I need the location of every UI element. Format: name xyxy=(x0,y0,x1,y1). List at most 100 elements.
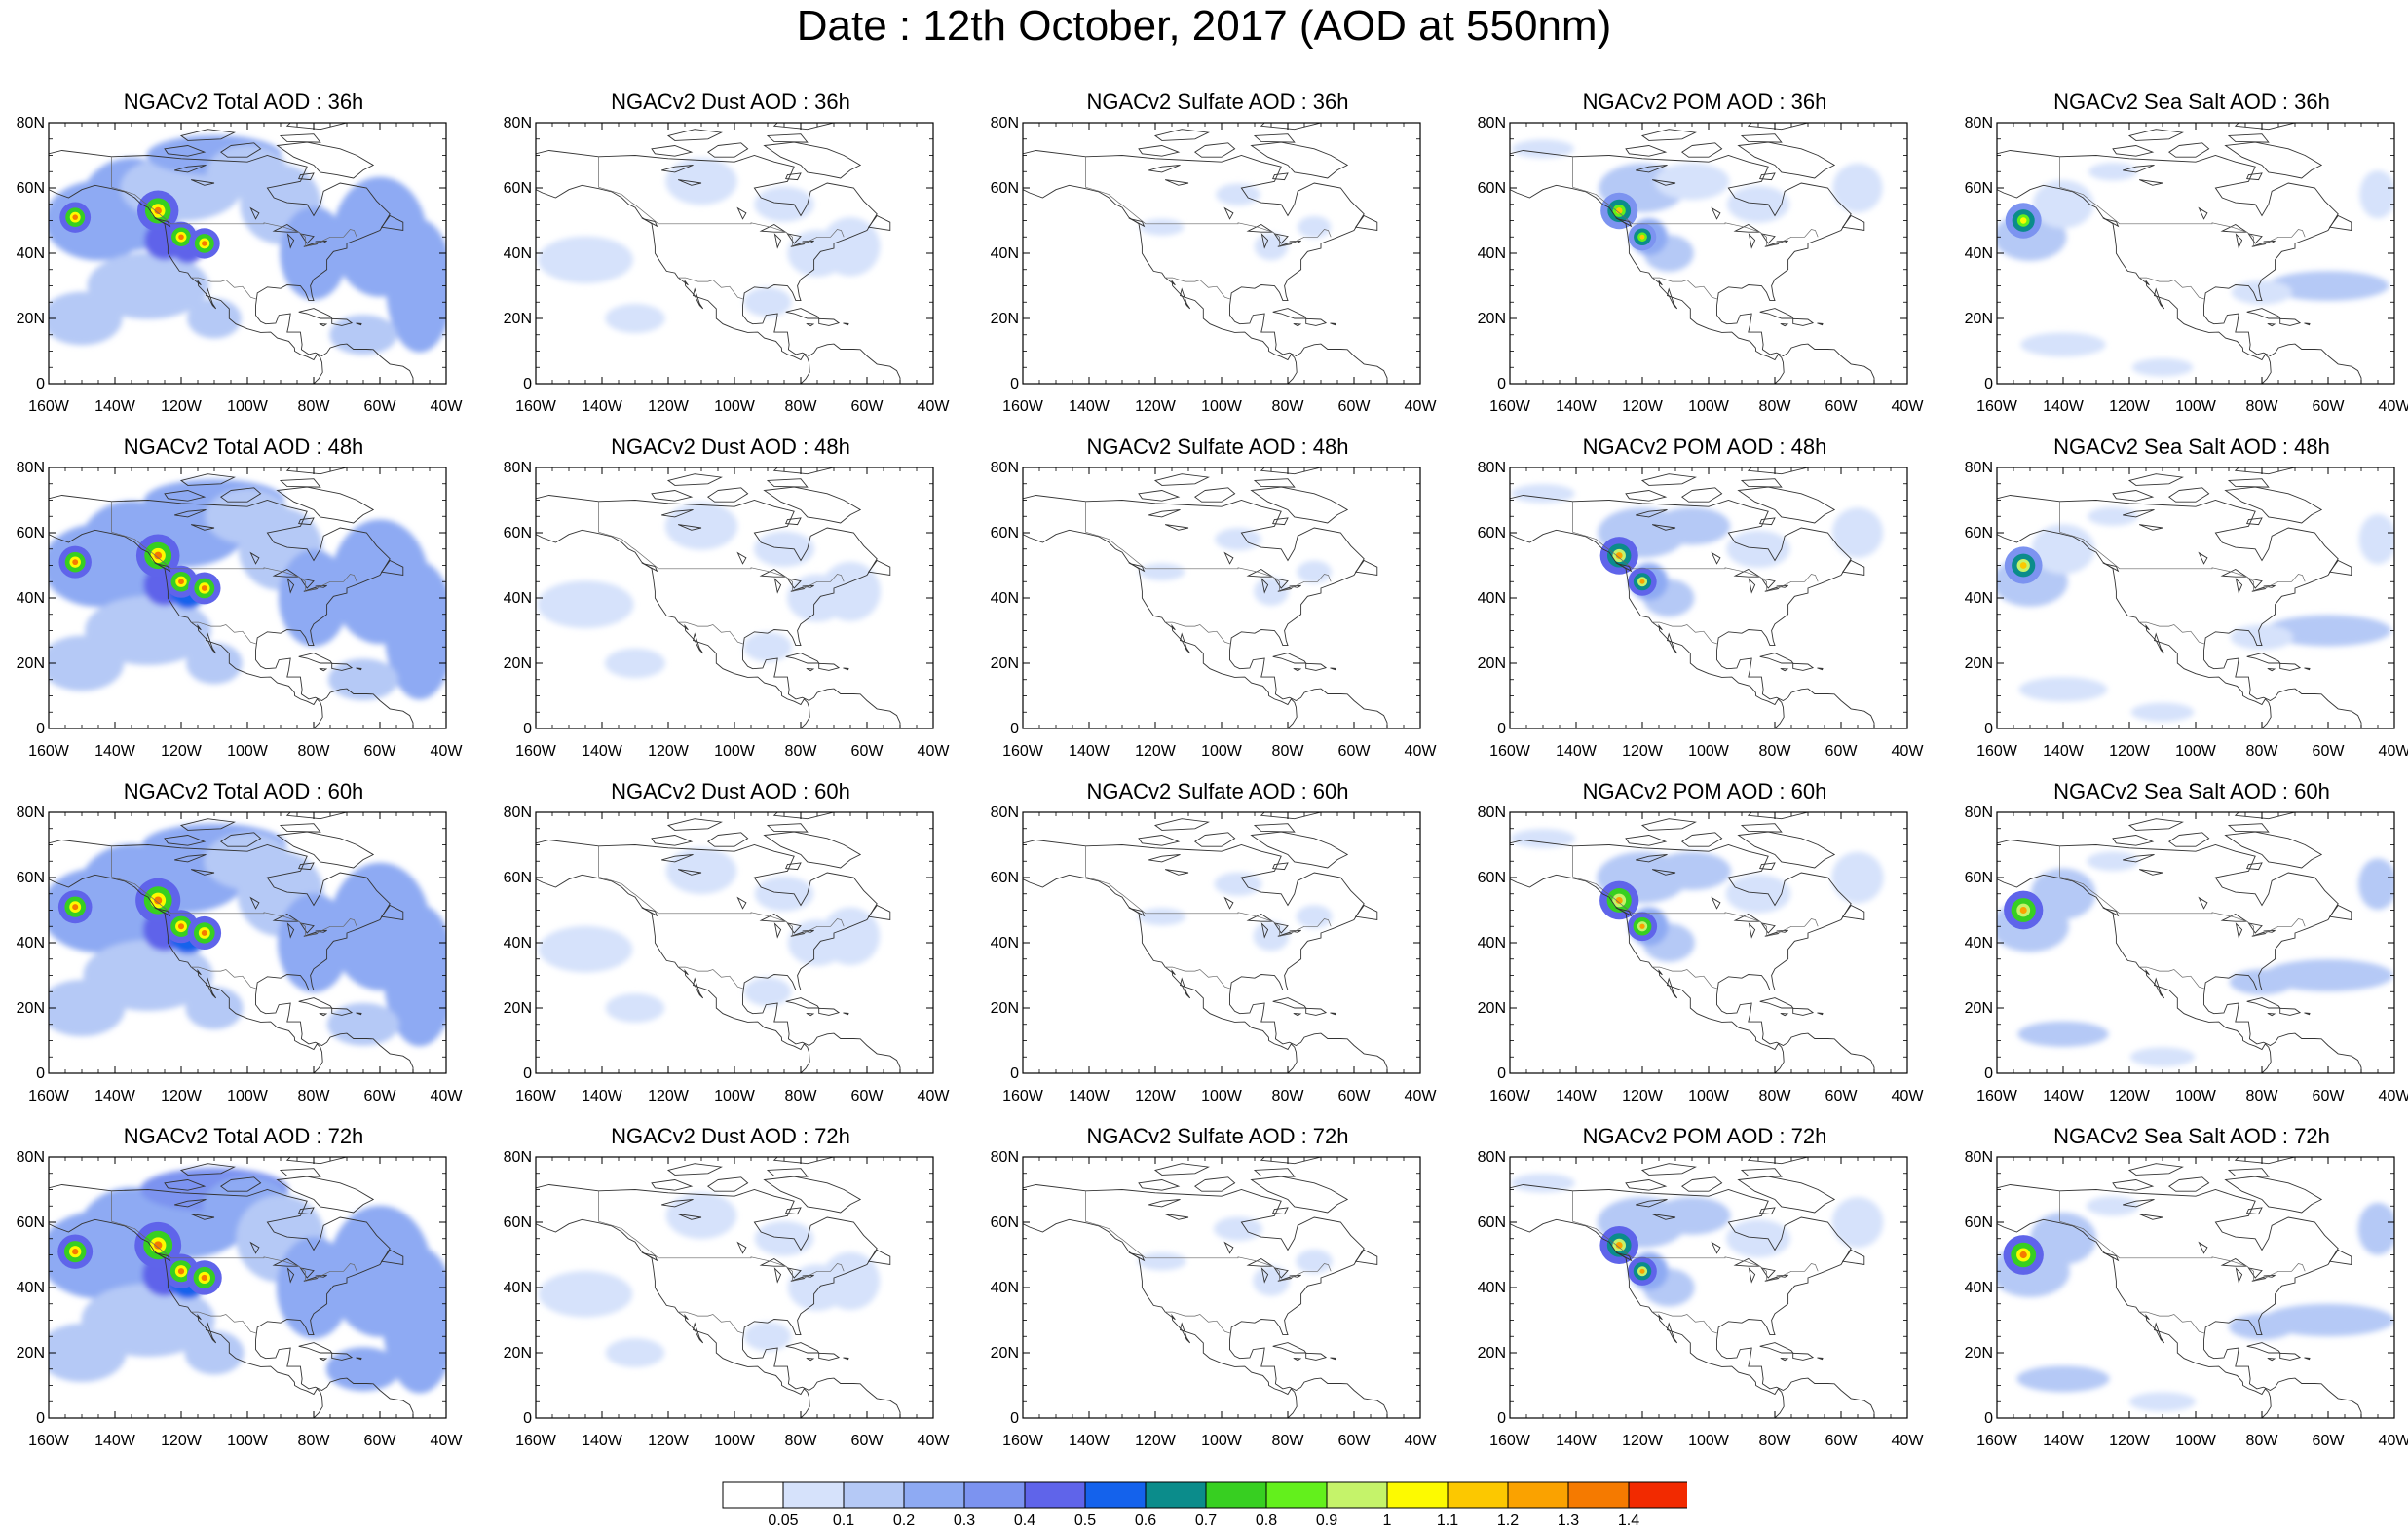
aod-hotspot xyxy=(72,1249,79,1255)
lon-tick-label: 160W xyxy=(515,1433,557,1449)
lon-tick-label: 80W xyxy=(298,398,331,415)
map-panel-pom: NGACv2 POM AOD : 60h 0 20N 40N 60N 80N 160W 140… xyxy=(1461,773,1948,1104)
lon-tick-label: 100W xyxy=(1688,398,1730,415)
aod-plume xyxy=(49,635,125,691)
aod-plume xyxy=(2263,959,2393,991)
panel-title: NGACv2 POM AOD : 60h xyxy=(1582,779,1827,803)
aod-plume xyxy=(1215,528,1261,551)
lon-tick-label: 160W xyxy=(1002,743,1044,760)
lon-tick-label: 140W xyxy=(1069,398,1110,415)
lon-tick-label: 160W xyxy=(28,1088,70,1104)
lat-tick-label: 20N xyxy=(991,311,1019,327)
panel-title: NGACv2 Sulfate AOD : 48h xyxy=(1086,434,1349,459)
lon-tick-label: 40W xyxy=(918,398,951,415)
lat-tick-label: 60N xyxy=(1965,525,1993,541)
lon-tick-label: 80W xyxy=(1759,398,1792,415)
lon-tick-label: 120W xyxy=(1135,1433,1177,1449)
lon-tick-label: 140W xyxy=(1069,743,1110,760)
lon-tick-label: 60W xyxy=(851,1433,884,1449)
lon-tick-label: 120W xyxy=(1622,1433,1664,1449)
lat-tick-label: 40N xyxy=(1965,590,1993,607)
map-panel-total: NGACv2 Total AOD : 48h 0 20N 40N 60N 80N 160W 1… xyxy=(0,429,487,760)
lon-tick-label: 140W xyxy=(1556,1433,1598,1449)
colorbar-swatch xyxy=(843,1481,905,1509)
aod-plume xyxy=(2129,1047,2196,1067)
lon-tick-label: 60W xyxy=(364,1433,397,1449)
aod-map: 0 20N 40N 60N 80N 160W 140W 120W 100W 80W 60W 40W xyxy=(1478,804,1925,1104)
lat-tick-label: 20N xyxy=(991,1345,1019,1362)
aod-plume xyxy=(1296,905,1333,929)
lon-tick-label: 80W xyxy=(298,1433,331,1449)
aod-plume xyxy=(187,298,242,339)
lon-tick-label: 80W xyxy=(785,1433,818,1449)
lon-tick-label: 160W xyxy=(28,743,70,760)
colorbar-swatch xyxy=(1265,1481,1328,1509)
panel-title: NGACv2 Dust AOD : 72h xyxy=(611,1124,850,1148)
panel-title: NGACv2 Sea Salt AOD : 48h xyxy=(2053,434,2330,459)
lon-tick-label: 120W xyxy=(161,1433,203,1449)
colorbar-label: 0.8 xyxy=(1256,1512,1277,1527)
aod-plume xyxy=(1138,908,1186,926)
aod-hotspot xyxy=(178,234,184,240)
aod-map: 0 20N 40N 60N 80N 160W 140W 120W 100W 80W 60W 40W xyxy=(991,115,1438,415)
lon-tick-label: 40W xyxy=(2379,1088,2408,1104)
lon-tick-label: 140W xyxy=(2043,1088,2085,1104)
lon-tick-label: 120W xyxy=(1622,1088,1664,1104)
lon-tick-label: 160W xyxy=(1976,743,2018,760)
aod-plume xyxy=(185,987,244,1029)
map-panel-sulfate: NGACv2 Sulfate AOD : 72h 0 20N 40N 60N 80N 160… xyxy=(974,1118,1461,1449)
aod-plume xyxy=(1727,185,1789,223)
colorbar-label: 0.05 xyxy=(768,1512,798,1527)
map-panel-dust: NGACv2 Dust AOD : 48h 0 20N 40N 60N 80N 160W 14… xyxy=(487,429,974,760)
coastlines xyxy=(1510,467,1875,728)
colorbar-swatch xyxy=(1507,1481,1569,1509)
lon-tick-label: 40W xyxy=(431,743,464,760)
aod-plume xyxy=(753,531,815,568)
coastlines xyxy=(1023,1157,1388,1418)
colorbar-swatch xyxy=(1628,1481,1687,1509)
lat-tick-label: 60N xyxy=(1478,525,1506,541)
lat-tick-label: 20N xyxy=(1478,1345,1506,1362)
aod-plume xyxy=(383,904,446,1047)
lat-tick-label: 20N xyxy=(1478,311,1506,327)
lon-tick-label: 40W xyxy=(1892,398,1925,415)
lon-tick-label: 60W xyxy=(851,743,884,760)
aod-plume xyxy=(1511,1174,1575,1193)
aod-hotspot xyxy=(1615,207,1623,214)
aod-map: 0 20N 40N 60N 80N 160W 140W 120W 100W 80W 60W 40W xyxy=(17,115,464,415)
aod-plume xyxy=(2088,163,2138,181)
aod-map: 0 20N 40N 60N 80N 160W 140W 120W 100W 80W 60W 40W xyxy=(1965,115,2408,415)
lat-tick-label: 0 xyxy=(1984,376,1993,392)
lon-tick-label: 60W xyxy=(364,1088,397,1104)
lat-tick-label: 60N xyxy=(1478,180,1506,197)
lon-tick-label: 100W xyxy=(227,1433,269,1449)
aod-plume xyxy=(665,847,737,895)
aod-map: 0 20N 40N 60N 80N 160W 140W 120W 100W 80W 60W 40W xyxy=(504,115,951,415)
lon-tick-label: 120W xyxy=(648,1088,690,1104)
panel-title: NGACv2 Dust AOD : 48h xyxy=(611,434,850,459)
lat-tick-label: 60N xyxy=(1478,870,1506,886)
coastlines xyxy=(49,1157,414,1418)
lat-tick-label: 40N xyxy=(17,590,45,607)
colorbar-label: 0.5 xyxy=(1074,1512,1096,1527)
aod-plume xyxy=(2030,868,2096,920)
aod-plume xyxy=(49,1323,127,1383)
map-panel-seasalt: NGACv2 Sea Salt AOD : 72h 0 20N 40N 60N 80N 16… xyxy=(1948,1118,2408,1449)
lat-tick-label: 0 xyxy=(523,376,532,392)
panel-title: NGACv2 Sulfate AOD : 36h xyxy=(1086,90,1349,114)
lat-tick-label: 0 xyxy=(523,1410,532,1427)
map-panel-dust: NGACv2 Dust AOD : 72h 0 20N 40N 60N 80N 160W 14… xyxy=(487,1118,974,1449)
aod-plume xyxy=(1726,530,1790,569)
coastlines xyxy=(1997,123,2362,384)
colorbar-swatch xyxy=(782,1481,845,1509)
coastlines xyxy=(1023,123,1388,384)
lon-tick-label: 160W xyxy=(1489,1433,1531,1449)
lon-tick-label: 140W xyxy=(2043,1433,2085,1449)
aod-plume xyxy=(1254,577,1289,606)
colorbar-label: 0.7 xyxy=(1195,1512,1217,1527)
aod-plume xyxy=(1831,1197,1884,1248)
lon-tick-label: 100W xyxy=(227,743,269,760)
aod-plume xyxy=(2130,702,2195,722)
lat-tick-label: 20N xyxy=(1965,1345,1993,1362)
aod-plume xyxy=(1726,1219,1790,1258)
